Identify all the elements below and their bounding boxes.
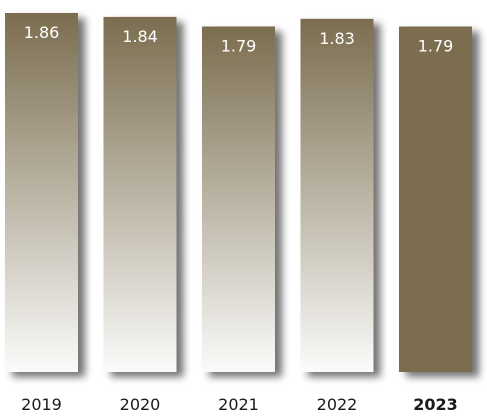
value-label-2019: 1.86 (24, 23, 60, 42)
bar-2021 (202, 26, 275, 372)
bar-2019 (5, 13, 78, 372)
x-tick-label-2023: 2023 (413, 395, 458, 414)
value-label-2022: 1.83 (319, 29, 355, 48)
value-label-2021: 1.79 (221, 37, 257, 56)
x-tick-label-2020: 2020 (120, 395, 161, 414)
bar-2020 (103, 16, 177, 373)
x-tick-label-2019: 2019 (21, 395, 62, 414)
x-tick-label-2022: 2022 (317, 395, 358, 414)
x-tick-label-2021: 2021 (218, 395, 259, 414)
value-label-2020: 1.84 (122, 27, 158, 46)
value-label-2023: 1.79 (418, 37, 454, 56)
labels-group: 1.86 2019 1.84 2020 1.79 2021 1.83 2022 1.79 2023 (21, 23, 458, 414)
bar-2023 (399, 26, 472, 372)
bar-2022 (300, 18, 374, 373)
bars-group (5, 13, 472, 373)
